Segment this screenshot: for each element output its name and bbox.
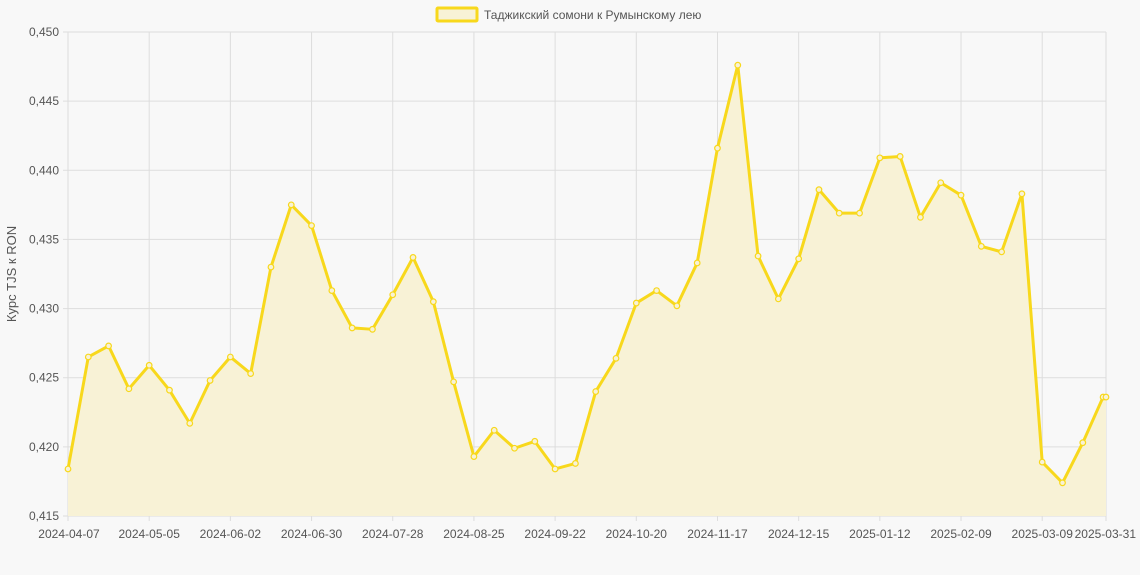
x-tick-label: 2024-09-22 xyxy=(524,527,586,541)
y-axis-ticks: 0,450 0,445 0,440 0,435 0,430 0,425 0,420 0,415 xyxy=(29,25,59,523)
data-point[interactable] xyxy=(714,144,721,152)
data-point[interactable] xyxy=(409,254,417,261)
data-point[interactable] xyxy=(247,370,255,377)
data-point[interactable] xyxy=(917,213,924,221)
data-point[interactable] xyxy=(206,377,214,384)
y-tick-label: 0,430 xyxy=(29,302,59,316)
data-point[interactable] xyxy=(389,291,397,299)
x-tick-label: 2024-11-17 xyxy=(687,527,748,541)
y-tick-label: 0,425 xyxy=(29,371,59,385)
legend-swatch[interactable] xyxy=(435,6,479,23)
data-point[interactable] xyxy=(531,437,539,445)
data-point[interactable] xyxy=(612,354,620,362)
data-point[interactable] xyxy=(511,444,518,452)
data-point[interactable] xyxy=(226,353,234,361)
data-point[interactable] xyxy=(876,154,884,162)
data-point[interactable] xyxy=(369,325,376,333)
data-point[interactable] xyxy=(957,191,965,199)
x-tick-label: 2024-08-25 xyxy=(443,527,505,541)
data-point[interactable] xyxy=(1059,479,1066,487)
data-point[interactable] xyxy=(592,388,600,395)
data-point[interactable] xyxy=(632,299,640,307)
data-point[interactable] xyxy=(937,179,945,187)
data-point[interactable] xyxy=(856,209,863,217)
data-point[interactable] xyxy=(896,153,904,160)
x-tick-label: 2024-06-02 xyxy=(200,527,262,541)
y-tick-label: 0,415 xyxy=(29,509,59,523)
x-tick-label: 2024-06-30 xyxy=(281,527,343,541)
data-point[interactable] xyxy=(308,222,315,230)
data-point[interactable] xyxy=(186,419,194,427)
y-axis-title: Курс TJS к RON xyxy=(4,226,19,322)
area-fill-layer xyxy=(68,65,1106,516)
data-point[interactable] xyxy=(1018,190,1026,198)
data-point[interactable] xyxy=(105,342,112,350)
y-tick-label: 0,420 xyxy=(29,440,59,454)
data-point[interactable] xyxy=(551,465,559,473)
data-point[interactable] xyxy=(1079,439,1087,447)
data-point[interactable] xyxy=(977,242,985,250)
y-tick-label: 0,445 xyxy=(29,94,59,108)
x-tick-label: 2024-07-28 xyxy=(362,527,424,541)
data-point[interactable] xyxy=(429,298,437,306)
data-point[interactable] xyxy=(348,324,356,332)
data-point[interactable] xyxy=(572,460,579,467)
data-point[interactable] xyxy=(754,252,762,260)
y-tick-label: 0,435 xyxy=(29,232,59,246)
data-point[interactable] xyxy=(450,378,458,386)
series-area-fill xyxy=(68,65,1106,516)
x-axis-ticks: 2024-04-07 2024-05-05 2024-06-02 2024-06-30… xyxy=(38,527,1136,541)
data-point[interactable] xyxy=(815,186,823,194)
x-tick-label: 2024-05-05 xyxy=(118,527,180,541)
data-point[interactable] xyxy=(490,426,498,434)
data-point[interactable] xyxy=(470,453,478,460)
data-point[interactable] xyxy=(328,287,336,294)
x-tick-label: 2025-01-12 xyxy=(849,527,911,541)
data-point[interactable] xyxy=(693,259,701,267)
data-point[interactable] xyxy=(145,361,153,369)
x-tick-label: 2024-10-20 xyxy=(606,527,668,541)
data-point[interactable] xyxy=(267,263,275,271)
x-tick-label: 2024-04-07 xyxy=(38,527,100,541)
x-tick-label: 2024-12-15 xyxy=(768,527,830,541)
y-tick-label: 0,450 xyxy=(29,25,59,39)
x-tick-label: 2025-03-09 xyxy=(1012,527,1074,541)
data-point[interactable] xyxy=(734,61,742,69)
data-point[interactable] xyxy=(774,295,782,303)
x-tick-label: 2025-02-09 xyxy=(930,527,992,541)
data-point[interactable] xyxy=(653,287,660,294)
data-point[interactable] xyxy=(1038,458,1046,466)
data-point[interactable] xyxy=(998,248,1006,256)
data-point[interactable] xyxy=(835,209,843,217)
data-point[interactable] xyxy=(64,465,72,473)
data-point[interactable] xyxy=(287,201,295,209)
data-point[interactable] xyxy=(1102,393,1110,401)
x-tick-label: 2025-03-31 xyxy=(1075,527,1137,541)
data-point[interactable] xyxy=(795,255,803,263)
data-point[interactable] xyxy=(84,353,92,361)
data-points-layer xyxy=(64,61,1110,487)
legend-label[interactable]: Таджикский сомони к Румынскому лею xyxy=(484,8,701,22)
data-point[interactable] xyxy=(673,302,681,310)
legend[interactable]: Таджикский сомони к Румынскому лею xyxy=(435,6,701,23)
y-tick-label: 0,440 xyxy=(29,163,59,177)
data-point[interactable] xyxy=(166,386,173,394)
data-point[interactable] xyxy=(125,385,133,393)
